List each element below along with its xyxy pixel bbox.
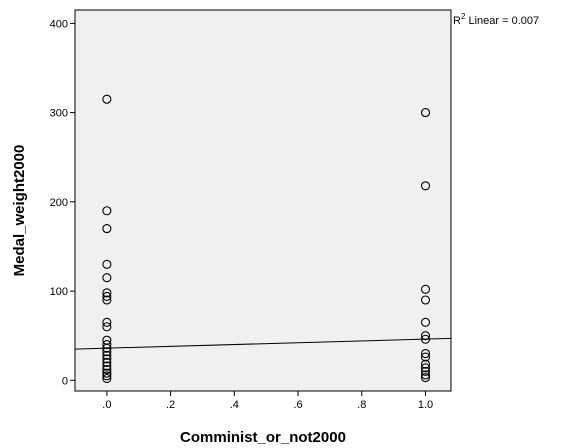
data-point <box>102 343 112 353</box>
fit-line <box>74 337 452 350</box>
x-tick-label: .8 <box>357 399 366 411</box>
points-layer <box>102 94 431 384</box>
data-point <box>102 206 112 216</box>
plot-area <box>74 9 452 392</box>
data-point <box>102 340 112 350</box>
x-tick-label: 1.0 <box>418 399 433 411</box>
x-tick-label: .4 <box>230 399 239 411</box>
data-point <box>102 373 112 384</box>
data-point <box>102 354 112 364</box>
data-point <box>420 108 431 118</box>
data-point <box>420 181 431 191</box>
r-squared-annotation: R2 Linear = 0.007 <box>453 12 539 27</box>
x-axis-title: Comminist_or_not2000 <box>180 429 346 446</box>
data-point <box>102 365 112 375</box>
y-tick-label: 200 <box>50 197 68 209</box>
data-point <box>102 347 112 357</box>
data-point <box>420 373 431 383</box>
data-point <box>420 331 431 341</box>
data-point <box>102 317 112 327</box>
r-squared-superscript: 2 <box>461 12 466 21</box>
x-tick-label: .2 <box>166 399 175 411</box>
data-point <box>420 284 431 294</box>
data-point <box>420 334 431 344</box>
data-point <box>102 94 112 104</box>
data-point <box>420 363 431 373</box>
data-point <box>102 224 112 234</box>
x-tick-label: .0 <box>102 399 111 411</box>
data-point <box>420 366 431 376</box>
data-point <box>102 357 112 367</box>
data-point <box>102 295 112 305</box>
data-point <box>420 359 431 369</box>
data-point <box>102 259 112 269</box>
data-point <box>102 291 112 301</box>
y-tick-label: 0 <box>62 375 68 387</box>
x-axis-ticks: .0 .2 .4 .6 .8 1.0 <box>102 391 433 411</box>
data-point <box>102 361 112 371</box>
data-point <box>102 350 112 360</box>
x-tick-label: .6 <box>293 399 302 411</box>
data-point <box>420 352 431 362</box>
data-point <box>420 317 431 327</box>
data-point <box>102 273 112 283</box>
data-point <box>420 295 431 305</box>
data-point <box>102 368 112 378</box>
y-tick-label: 100 <box>50 286 68 298</box>
data-point <box>102 322 112 332</box>
data-point <box>420 348 431 359</box>
data-point <box>102 288 112 298</box>
y-axis-ticks: 0 100 200 300 400 <box>50 18 75 387</box>
r-squared-text: Linear = 0.007 <box>465 15 539 27</box>
y-tick-label: 400 <box>50 18 68 30</box>
data-point <box>420 370 431 380</box>
data-point <box>102 371 112 381</box>
y-tick-label: 300 <box>50 108 68 120</box>
y-axis-title: Medal_weight2000 <box>11 145 28 277</box>
r-squared-base: R <box>453 15 461 27</box>
